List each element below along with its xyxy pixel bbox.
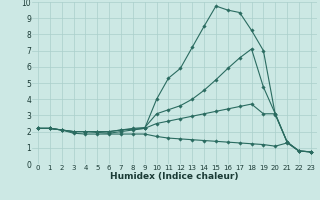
X-axis label: Humidex (Indice chaleur): Humidex (Indice chaleur) <box>110 172 239 181</box>
